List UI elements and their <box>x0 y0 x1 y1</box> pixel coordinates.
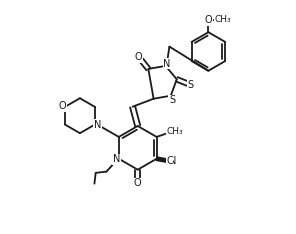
Text: N: N <box>113 154 120 164</box>
Text: N: N <box>94 120 101 130</box>
Text: O: O <box>205 15 212 26</box>
Text: N: N <box>169 156 176 166</box>
Text: C: C <box>166 156 173 165</box>
Text: CH₃: CH₃ <box>167 127 184 136</box>
Text: N: N <box>163 59 170 69</box>
Text: CH₃: CH₃ <box>214 15 231 24</box>
Text: O: O <box>134 178 141 188</box>
Text: S: S <box>188 80 194 90</box>
Text: O: O <box>135 52 142 62</box>
Text: S: S <box>169 95 175 105</box>
Text: O: O <box>58 102 66 111</box>
